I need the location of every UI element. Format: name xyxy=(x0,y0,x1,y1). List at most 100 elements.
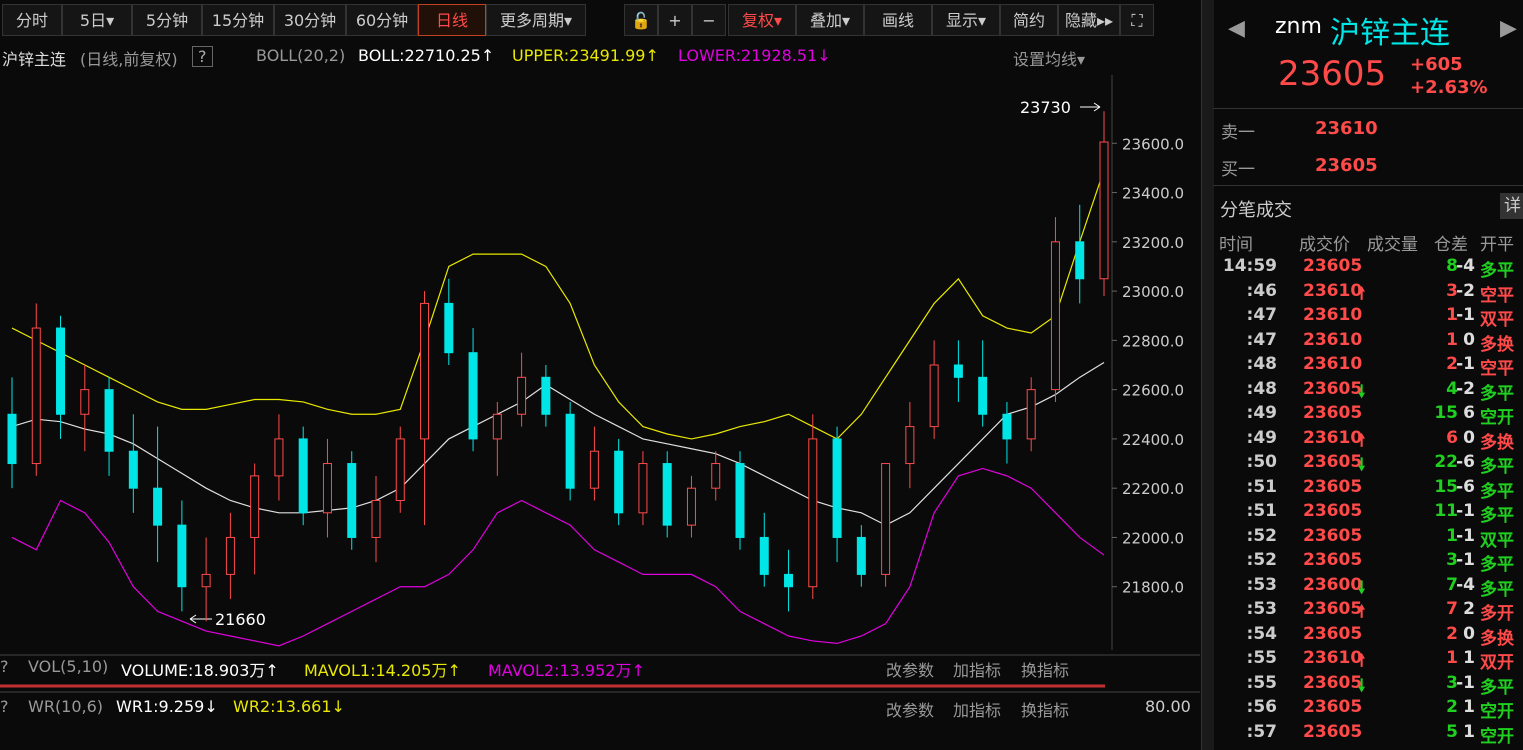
indicator[interactable]: BOLL(20,2) xyxy=(256,46,346,65)
type: 空平 xyxy=(1480,285,1514,306)
candle-body xyxy=(201,573,211,588)
trade-row: :51 23605 11 -1 多平 xyxy=(1213,501,1523,526)
icon-button[interactable]: 🔓 xyxy=(624,4,658,36)
boll-line xyxy=(11,467,1105,647)
y-tick-label: 22800.0 xyxy=(1122,332,1184,350)
y-tick-label: 22200.0 xyxy=(1122,480,1184,498)
tab[interactable]: 5日▾ xyxy=(62,4,132,36)
candle-body xyxy=(1050,241,1060,391)
time: :51 xyxy=(1246,476,1277,497)
next[interactable]: ▶ xyxy=(1500,16,1517,41)
button[interactable]: 换指标 xyxy=(1021,701,1070,720)
high-annotation: 23730 xyxy=(1020,98,1071,117)
button[interactable]: 改参数 xyxy=(886,661,935,680)
help[interactable]: ? xyxy=(192,46,213,67)
mavol2: MAVOL2:13.952万↑ xyxy=(488,661,645,680)
volume: 1 xyxy=(1446,329,1458,350)
menu-button[interactable]: 显示▾ xyxy=(932,4,1000,36)
tab[interactable]: 15分钟 xyxy=(202,4,274,36)
candle-body xyxy=(881,463,891,575)
candle-body xyxy=(1026,389,1036,440)
menu-button[interactable]: 复权▾ xyxy=(728,4,796,36)
bid-label: 买一 xyxy=(1221,160,1255,180)
oi-change: 0 xyxy=(1463,623,1475,644)
trade-row: :48 23605 🠗 4 -2 多平 xyxy=(1213,378,1523,404)
candle-body xyxy=(735,463,745,538)
candle-body xyxy=(905,426,915,465)
upper: UPPER:23491.99↑ xyxy=(512,46,659,65)
candle-body xyxy=(541,376,551,415)
candle-body xyxy=(250,475,260,538)
time: :48 xyxy=(1246,354,1277,374)
code: znm xyxy=(1275,14,1322,39)
button[interactable]: 加指标 xyxy=(953,701,1002,720)
candle-body xyxy=(589,450,599,489)
candle-body xyxy=(468,352,478,440)
menu-button[interactable]: 叠加▾ xyxy=(796,4,864,36)
column-header: 时间 xyxy=(1219,235,1253,255)
time: :46 xyxy=(1246,280,1277,301)
candle-body xyxy=(7,413,17,465)
button[interactable]: 换指标 xyxy=(1021,661,1070,680)
time: :55 xyxy=(1246,672,1277,693)
tab[interactable]: 日线 xyxy=(418,4,486,36)
splitter[interactable] xyxy=(1201,0,1214,750)
button[interactable]: 加指标 xyxy=(953,661,1002,680)
vol-help[interactable]: ? xyxy=(0,657,9,676)
candle-body xyxy=(225,536,235,575)
type: 空开 xyxy=(1480,726,1514,747)
tab[interactable]: 5分钟 xyxy=(132,4,202,36)
candle-body xyxy=(711,463,721,489)
boll-line xyxy=(11,361,1105,526)
oi-change: 6 xyxy=(1463,403,1475,423)
boll-line xyxy=(11,169,1105,440)
price: 23605 xyxy=(1303,452,1363,472)
menu-button[interactable]: 隐藏▸▸ xyxy=(1058,4,1120,36)
detail[interactable]: 详 xyxy=(1500,193,1523,219)
volume: 4 xyxy=(1446,378,1458,399)
candle-body xyxy=(759,536,769,575)
time: :47 xyxy=(1246,305,1277,325)
candle-body xyxy=(395,438,405,501)
oi-change: -6 xyxy=(1456,476,1475,497)
prev[interactable]: ◀ xyxy=(1228,16,1245,41)
menu-button[interactable]: 简约 xyxy=(1000,4,1058,36)
candle-body xyxy=(978,376,988,415)
trade-row: :49 23605 15 6 空开 xyxy=(1213,403,1523,428)
button[interactable]: 改参数 xyxy=(886,701,935,720)
vol-indicator[interactable]: VOL(5,10) xyxy=(28,657,109,676)
price: 23610 xyxy=(1303,427,1363,448)
candle-body xyxy=(274,438,284,477)
menu-button[interactable]: 画线 xyxy=(864,4,932,36)
wr-indicator[interactable]: WR(10,6) xyxy=(28,697,104,716)
oi-change: -2 xyxy=(1456,280,1475,301)
icon-button[interactable]: + xyxy=(658,4,692,36)
candle-body xyxy=(371,500,381,538)
pct: +2.63% xyxy=(1410,77,1488,98)
icon-button[interactable]: − xyxy=(692,4,726,36)
candle-body xyxy=(686,487,696,526)
candle-body xyxy=(80,389,90,415)
tab[interactable]: 更多周期▾ xyxy=(486,4,586,36)
arrow: 🠕 xyxy=(1358,430,1366,451)
ma-setting[interactable]: 设置均线▾ xyxy=(1013,50,1086,69)
time: :56 xyxy=(1246,697,1277,717)
price: 23605 xyxy=(1303,256,1363,276)
oi-change: 2 xyxy=(1463,599,1475,619)
arrow xyxy=(1093,102,1101,112)
fullscreen[interactable]: ⛶ xyxy=(1120,4,1154,36)
trade-row: :46 23610 🠕 3 -2 空平 xyxy=(1213,280,1523,306)
mavol1: MAVOL1:14.205万↑ xyxy=(304,661,461,680)
tab[interactable]: 30分钟 xyxy=(274,4,346,36)
oi-change: -1 xyxy=(1456,354,1475,374)
wr-help[interactable]: ? xyxy=(0,697,9,716)
oi-change: -2 xyxy=(1456,378,1475,399)
type: 多换 xyxy=(1480,628,1514,649)
tab[interactable]: 60分钟 xyxy=(346,4,418,36)
y-tick-label: 22600.0 xyxy=(1122,382,1184,400)
candle-body xyxy=(420,302,430,440)
type: 空开 xyxy=(1480,408,1514,428)
tab[interactable]: 分时 xyxy=(2,4,62,36)
ask: 23610 xyxy=(1315,118,1378,139)
